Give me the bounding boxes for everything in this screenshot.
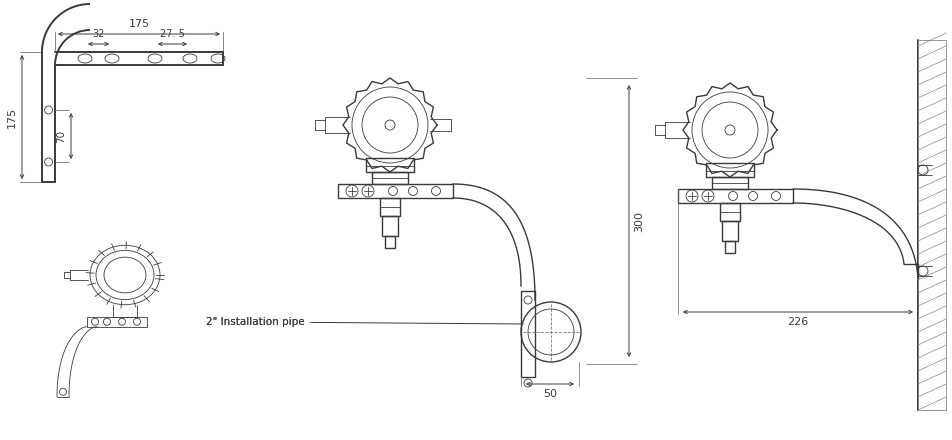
Bar (366, 158, 414, 172)
Text: 175: 175 (129, 19, 149, 29)
Bar (385, 236, 395, 248)
Text: 226: 226 (787, 317, 808, 327)
Bar (87, 317, 147, 327)
Text: 2" Installation pipe: 2" Installation pipe (207, 317, 305, 327)
Bar (678, 189, 793, 203)
Bar (725, 241, 735, 253)
Text: 27. 5: 27. 5 (160, 29, 185, 39)
Bar (380, 198, 400, 216)
Text: 2" Installation pipe: 2" Installation pipe (207, 317, 524, 327)
Bar (382, 216, 398, 236)
Text: 50: 50 (543, 389, 557, 399)
Bar (722, 221, 738, 241)
Bar (372, 172, 408, 184)
Bar (918, 40, 946, 410)
Text: 175: 175 (7, 106, 17, 128)
Bar (521, 291, 535, 377)
Text: 32: 32 (92, 29, 105, 39)
Bar (712, 177, 748, 189)
Bar (720, 203, 740, 221)
Text: 300: 300 (634, 210, 644, 231)
Bar (338, 184, 453, 198)
Text: 70: 70 (56, 129, 66, 143)
Bar (706, 163, 754, 177)
